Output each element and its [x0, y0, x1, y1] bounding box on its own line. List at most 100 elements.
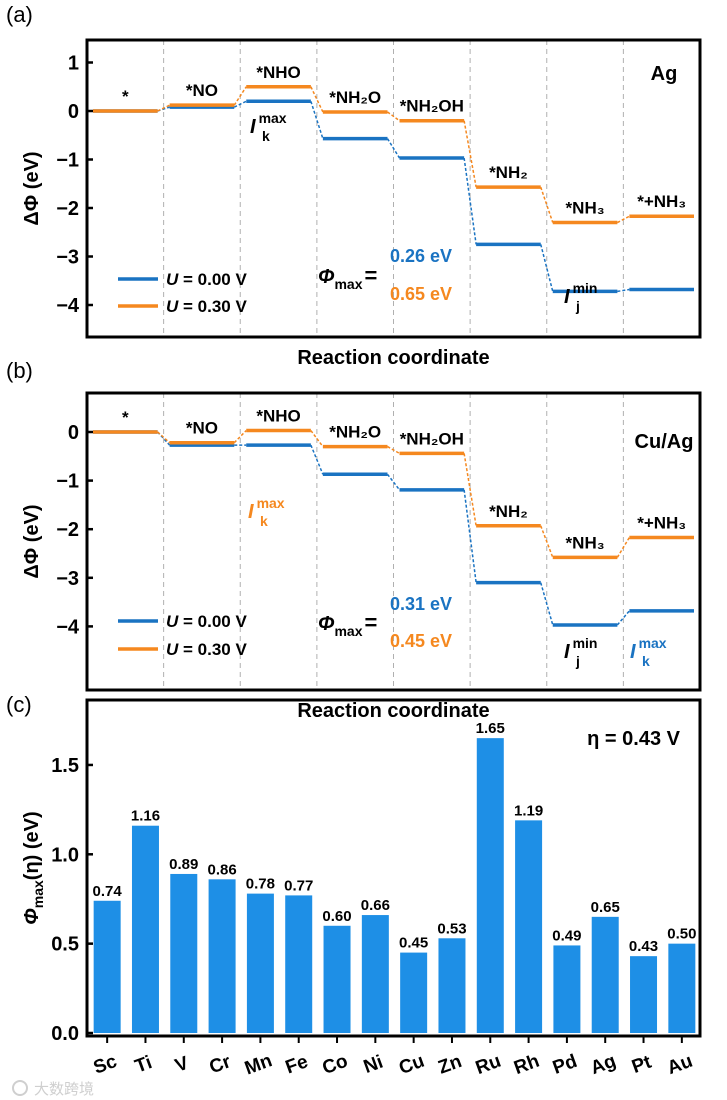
level-connector — [157, 431, 171, 444]
legend-u-symbol: U — [166, 270, 179, 289]
level-connector — [616, 537, 631, 558]
legend-label: U = 0.00 V — [166, 270, 247, 289]
level-connector — [540, 244, 554, 292]
intermediate-label: *NH₂ — [489, 163, 528, 182]
phi-symbol: Φ — [318, 266, 335, 288]
x-tick-label: Ni — [361, 1052, 386, 1078]
level-connector — [387, 111, 400, 122]
bar-value-label: 0.89 — [169, 856, 198, 873]
level-connector — [233, 430, 247, 444]
annotation-sup: max — [259, 110, 287, 126]
x-tick-label: Cr — [207, 1051, 235, 1078]
y-tick-label: −3 — [56, 568, 79, 590]
bar-value-label: 1.65 — [476, 720, 505, 737]
bar-Fe — [285, 895, 313, 1033]
y-tick-label: 1 — [68, 53, 79, 75]
y-tick-label: −4 — [56, 295, 80, 317]
intermediate-label: *+NH₃ — [637, 192, 686, 211]
annotation-sub: j — [575, 653, 580, 669]
bar-Ti — [131, 825, 159, 1033]
phi-max-value-u030: 0.65 eV — [390, 284, 452, 304]
bar-value-label: 1.19 — [514, 802, 543, 819]
annotation-main: I — [248, 501, 254, 523]
y-axis-label: Φmax(η) (eV) — [21, 811, 46, 924]
x-tick-label: Co — [320, 1051, 351, 1079]
y-axis-label: ΔΦ (eV) — [21, 504, 43, 578]
plot-frame — [85, 38, 702, 339]
intermediate-label: * — [122, 87, 129, 106]
x-tick-label: V — [172, 1053, 191, 1077]
level-connector — [387, 445, 400, 455]
energy-panel-a: (a) * *NO *NHO *NH₂O *NH₂OH *NH₂ *NH₃ *+NH₃ 1 0 −1 −… — [6, 2, 702, 369]
y-tick-label: 0 — [68, 101, 79, 123]
x-tick-label: Mn — [242, 1050, 275, 1079]
bar-Mn — [246, 893, 274, 1033]
y-tick-label: 1.5 — [51, 755, 79, 777]
intermediate-label: *NHO — [256, 63, 300, 82]
annotation-sup: min — [573, 280, 598, 296]
intermediate-label: *NHO — [256, 407, 300, 426]
watermark: 大数跨境 — [34, 1080, 94, 1098]
intermediate-label: *NH₂O — [329, 423, 381, 442]
x-tick-label: Ag — [588, 1051, 619, 1079]
annotation-sub: k — [260, 513, 268, 529]
bar-Sc — [93, 900, 121, 1033]
bar-Rh — [515, 820, 543, 1033]
bar-value-label: 0.86 — [207, 861, 236, 878]
phi-eq: = — [364, 610, 377, 635]
annotation-sub: j — [575, 298, 580, 314]
x-tick-label: Rh — [511, 1051, 542, 1079]
x-axis-label: Reaction coordinate — [297, 700, 489, 722]
y-tick-label: −1 — [56, 150, 79, 172]
panel-label: (b) — [6, 358, 33, 383]
bar-value-label: 0.65 — [591, 899, 620, 916]
bar-value-label: 0.50 — [667, 926, 696, 943]
bar-Au — [668, 943, 696, 1033]
level-connector — [157, 104, 170, 112]
bar-value-label: 0.53 — [437, 920, 466, 937]
level-connector — [540, 582, 554, 626]
bar-Ni — [361, 915, 389, 1033]
legend-u-value: = 0.00 V — [178, 270, 247, 289]
bar-Zn — [438, 938, 466, 1033]
bar-value-label: 0.60 — [322, 908, 351, 925]
phi-max-label: Φmax= — [318, 610, 377, 639]
y-tick-label: 0 — [68, 422, 79, 444]
legend-u-value: = 0.00 V — [178, 612, 247, 631]
y-tick-label: −2 — [56, 519, 79, 541]
intermediate-label: * — [122, 408, 129, 427]
level-connector — [616, 610, 630, 626]
y-tick-label: −4 — [56, 616, 80, 638]
intermediate-label: *NH₂ — [489, 502, 528, 521]
bar-V — [170, 873, 198, 1033]
phi-sub: max — [334, 623, 362, 639]
phi-max-label: Φmax= — [318, 263, 377, 292]
legend-u-value: = 0.30 V — [178, 640, 247, 659]
annotation-main: I — [630, 641, 636, 663]
level-connector — [310, 430, 324, 448]
energy-panel-b: (b) * *NO *NHO *NH₂O *NH₂OH *NH₂ *NH₃ *+NH₃ 0 −1 −2… — [6, 358, 702, 722]
level-connector — [386, 138, 401, 159]
bar-Cu — [400, 952, 428, 1033]
bar-value-label: 0.77 — [284, 877, 313, 894]
phi-eq: = — [364, 263, 377, 288]
level-connector — [233, 100, 247, 108]
y-tick-label: −3 — [56, 247, 79, 269]
y-tick-label: −2 — [56, 198, 79, 220]
x-tick-label: Pt — [629, 1051, 655, 1077]
level-connector — [617, 288, 630, 293]
bar-Co — [323, 925, 351, 1033]
bar-Ag — [591, 916, 619, 1033]
x-tick-label: Pd — [550, 1051, 580, 1079]
intermediate-label: *NH₂OH — [400, 97, 464, 116]
bar-Cr — [208, 879, 236, 1033]
y-tick-label: −1 — [56, 471, 79, 493]
bar-Pd — [553, 945, 581, 1033]
legend-u-value: = 0.30 V — [178, 297, 247, 316]
intermediate-label: *+NH₃ — [637, 513, 686, 532]
